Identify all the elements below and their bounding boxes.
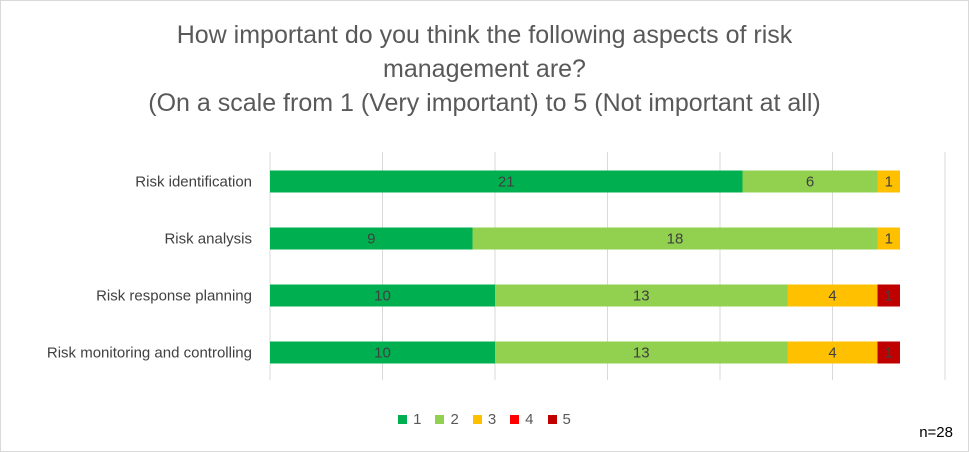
legend-item-1: 1: [398, 411, 421, 428]
bar-segment-1: [270, 227, 473, 250]
bar-segment-3: [787, 341, 878, 364]
category-label: Risk analysis: [164, 231, 252, 248]
bar-segment-1: [270, 170, 743, 193]
legend-item-5: 5: [547, 411, 571, 428]
category-label: Risk monitoring and controlling: [47, 345, 252, 362]
bar-segment-3: [877, 170, 900, 193]
bar-segment-2: [472, 227, 878, 250]
data-label: 6: [806, 174, 814, 191]
data-label: 1: [885, 288, 893, 305]
legend-swatch: [510, 415, 520, 424]
legend-label: 2: [450, 411, 459, 428]
data-label: 4: [828, 345, 836, 362]
legend-label: 4: [525, 411, 534, 428]
legend-label: 3: [487, 411, 497, 428]
legend-swatch: [547, 415, 557, 424]
data-label: 21: [498, 174, 515, 191]
bar-segment-1: [270, 341, 495, 364]
bar-segment-2: [495, 341, 788, 364]
data-label: 18: [667, 231, 684, 248]
data-label: 4: [828, 288, 836, 305]
bar-segment-2: [742, 170, 878, 193]
bar-segment-3: [787, 284, 878, 307]
data-label: 13: [633, 345, 650, 362]
chart-title-line-2: management are?: [383, 55, 586, 83]
data-label: 10: [374, 345, 391, 362]
data-label: 10: [374, 288, 391, 305]
legend-item-3: 3: [472, 411, 497, 428]
legend-swatch: [435, 415, 445, 424]
category-label: Risk identification: [135, 174, 252, 191]
bar-segment-3: [877, 227, 900, 250]
bar-segment-2: [495, 284, 788, 307]
chart-title: How important do you think the following…: [0, 18, 969, 120]
legend-item-4: 4: [510, 411, 534, 428]
legend-swatch: [472, 415, 482, 424]
data-label: 13: [633, 288, 650, 305]
data-label: 9: [367, 231, 375, 248]
legend-swatch: [398, 415, 408, 424]
legend-label: 1: [413, 411, 422, 428]
legend-item-2: 2: [435, 411, 459, 428]
legend-label: 5: [562, 411, 571, 428]
legend: 1 2 3 4 5: [0, 411, 969, 428]
sample-size-note: n=28: [919, 424, 953, 441]
bar-segment-5: [877, 284, 900, 307]
data-label: 1: [885, 231, 893, 248]
category-label: Risk response planning: [96, 288, 252, 305]
data-label: 1: [885, 174, 893, 191]
bar-segment-5: [877, 341, 900, 364]
bar-segment-1: [270, 284, 495, 307]
data-label: 1: [885, 345, 893, 362]
chart-title-line-3: (On a scale from 1 (Very important) to 5…: [148, 89, 821, 117]
chart-title-line-1: How important do you think the following…: [176, 21, 793, 49]
